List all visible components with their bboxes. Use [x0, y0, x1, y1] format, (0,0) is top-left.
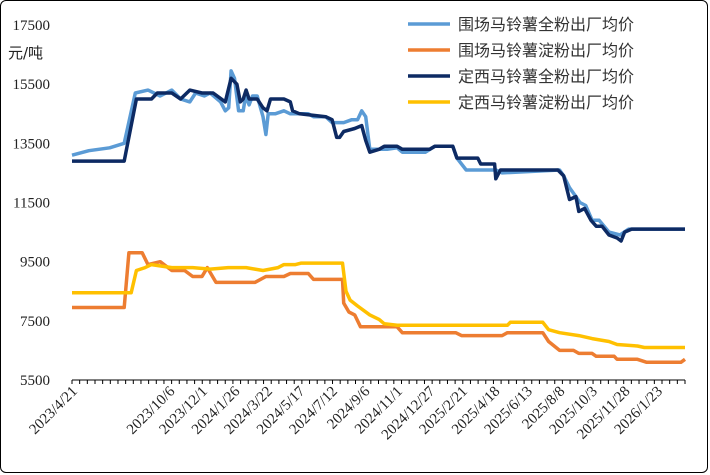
legend: 围场马铃薯全粉出厂均价围场马铃薯淀粉出厂均价定西马铃薯全粉出厂均价定西马铃薯淀粉…: [408, 15, 634, 112]
y-axis-ticks: 5500 7500 9500 11500 13500 15500 17500: [13, 18, 51, 389]
series-line: [72, 76, 685, 243]
legend-label: 围场马铃薯淀粉出厂均价: [458, 41, 634, 60]
y-tick-label: 17500: [13, 18, 51, 34]
x-axis-tick-labels: 2023/4/21 2023/10/62023/12/12024/1/262024…: [26, 383, 665, 443]
x-tick-label: 2023/4/21: [26, 384, 80, 438]
y-tick-label: 5500: [20, 373, 50, 389]
y-tick-label: 15500: [13, 77, 51, 93]
x-axis: [71, 379, 686, 384]
series-line: [72, 261, 685, 350]
y-tick-label: 13500: [13, 136, 51, 152]
legend-label: 围场马铃薯全粉出厂均价: [458, 15, 634, 34]
y-tick-label: 9500: [20, 255, 50, 271]
series-line: [72, 251, 687, 365]
series-group: [71, 69, 687, 365]
y-tick-label: 7500: [20, 314, 50, 330]
legend-label: 定西马铃薯全粉出厂均价: [458, 67, 634, 86]
legend-label: 定西马铃薯淀粉出厂均价: [458, 93, 634, 112]
y-axis-unit-label: 元/吨: [8, 44, 43, 62]
y-tick-label: 11500: [13, 196, 50, 212]
